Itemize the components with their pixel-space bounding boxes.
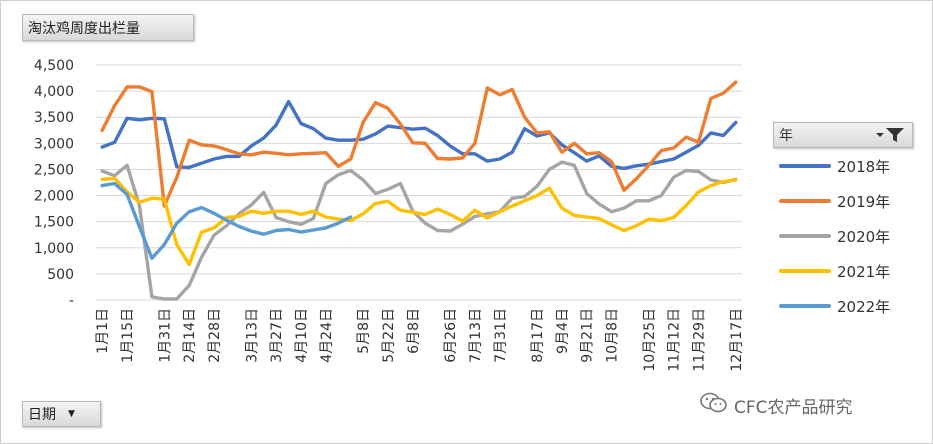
series-line	[100, 80, 738, 208]
legend-label: 2018年	[837, 157, 891, 176]
date-field-label: 日期	[28, 407, 56, 423]
watermark-text: CFC农产品研究	[734, 398, 853, 418]
x-tick-label: 1月15日	[120, 308, 136, 363]
y-tick-label: 2,500	[34, 162, 74, 178]
legend-item: 2018年	[779, 156, 890, 176]
x-tick-label: 3月27日	[269, 308, 285, 363]
legend: 年 2018年 2019年 2020年 2021年 2022年	[773, 122, 913, 316]
legend-title: 年	[779, 128, 793, 144]
y-tick-label: 3,500	[34, 110, 74, 126]
legend-item: 2019年	[779, 191, 890, 211]
y-tick-label: 1,500	[34, 215, 74, 231]
y-tick-label: -	[69, 293, 74, 309]
x-tick-label: 8月17日	[530, 308, 546, 363]
x-tick-label: 9月21日	[580, 308, 596, 363]
chart-title: 淘汰鸡周度出栏量	[28, 20, 140, 37]
y-tick-label: 4,000	[34, 84, 74, 100]
filter-dropdown-icon[interactable]	[876, 127, 906, 147]
x-tick-label: 11月29日	[692, 308, 708, 372]
legend-label: 2019年	[837, 192, 891, 211]
x-tick-label: 7月31日	[493, 308, 509, 363]
chevron-down-icon: ▼	[68, 409, 75, 419]
legend-swatch	[779, 199, 831, 203]
legend-label: 2022年	[837, 297, 891, 316]
series-line	[100, 176, 738, 267]
legend-item: 2021年	[779, 261, 890, 281]
x-tick-label: 1月1日	[95, 308, 111, 354]
date-field-button[interactable]: 日期 ▼	[22, 401, 101, 427]
legend-swatch	[779, 304, 831, 308]
x-tick-label: 2月14日	[182, 308, 198, 363]
x-tick-label: 1月31日	[157, 308, 173, 363]
legend-swatch	[779, 269, 831, 273]
legend-swatch	[779, 234, 831, 238]
series-line	[100, 181, 353, 260]
x-tick-label: 11月12日	[667, 308, 683, 372]
x-tick-label: 6月26日	[443, 308, 459, 363]
chart-title-field-button[interactable]: 淘汰鸡周度出栏量	[22, 14, 194, 41]
x-tick-label: 5月8日	[356, 308, 372, 354]
legend-label: 2021年	[837, 262, 891, 281]
x-tick-label: 9月4日	[555, 308, 571, 354]
series-line	[100, 160, 738, 301]
watermark: CFC农产品研究	[700, 392, 853, 419]
y-tick-label: 1,000	[34, 241, 74, 257]
legend-item: 2022年	[779, 296, 890, 316]
x-tick-label: 6月8日	[406, 308, 422, 354]
x-tick-label: 4月24日	[319, 308, 335, 363]
legend-year-field-button[interactable]: 年	[773, 122, 913, 148]
x-tick-label: 10月25日	[642, 308, 658, 372]
x-tick-label: 3月13日	[244, 308, 260, 363]
series-line	[100, 99, 738, 171]
legend-swatch	[779, 164, 831, 168]
x-tick-label: 2月28日	[207, 308, 223, 363]
y-tick-label: 500	[47, 267, 74, 283]
x-tick-label: 12月17日	[729, 308, 745, 372]
y-tick-label: 3,000	[34, 136, 74, 152]
x-tick-label: 4月10日	[294, 308, 310, 363]
y-tick-label: 2,000	[34, 189, 74, 205]
x-tick-label: 10月8日	[605, 308, 621, 363]
x-tick-label: 5月22日	[381, 308, 397, 363]
legend-item: 2020年	[779, 226, 890, 246]
legend-label: 2020年	[837, 227, 891, 246]
wechat-icon	[700, 392, 728, 419]
y-tick-label: 4,500	[34, 58, 74, 74]
x-tick-label: 7月13日	[468, 308, 484, 363]
